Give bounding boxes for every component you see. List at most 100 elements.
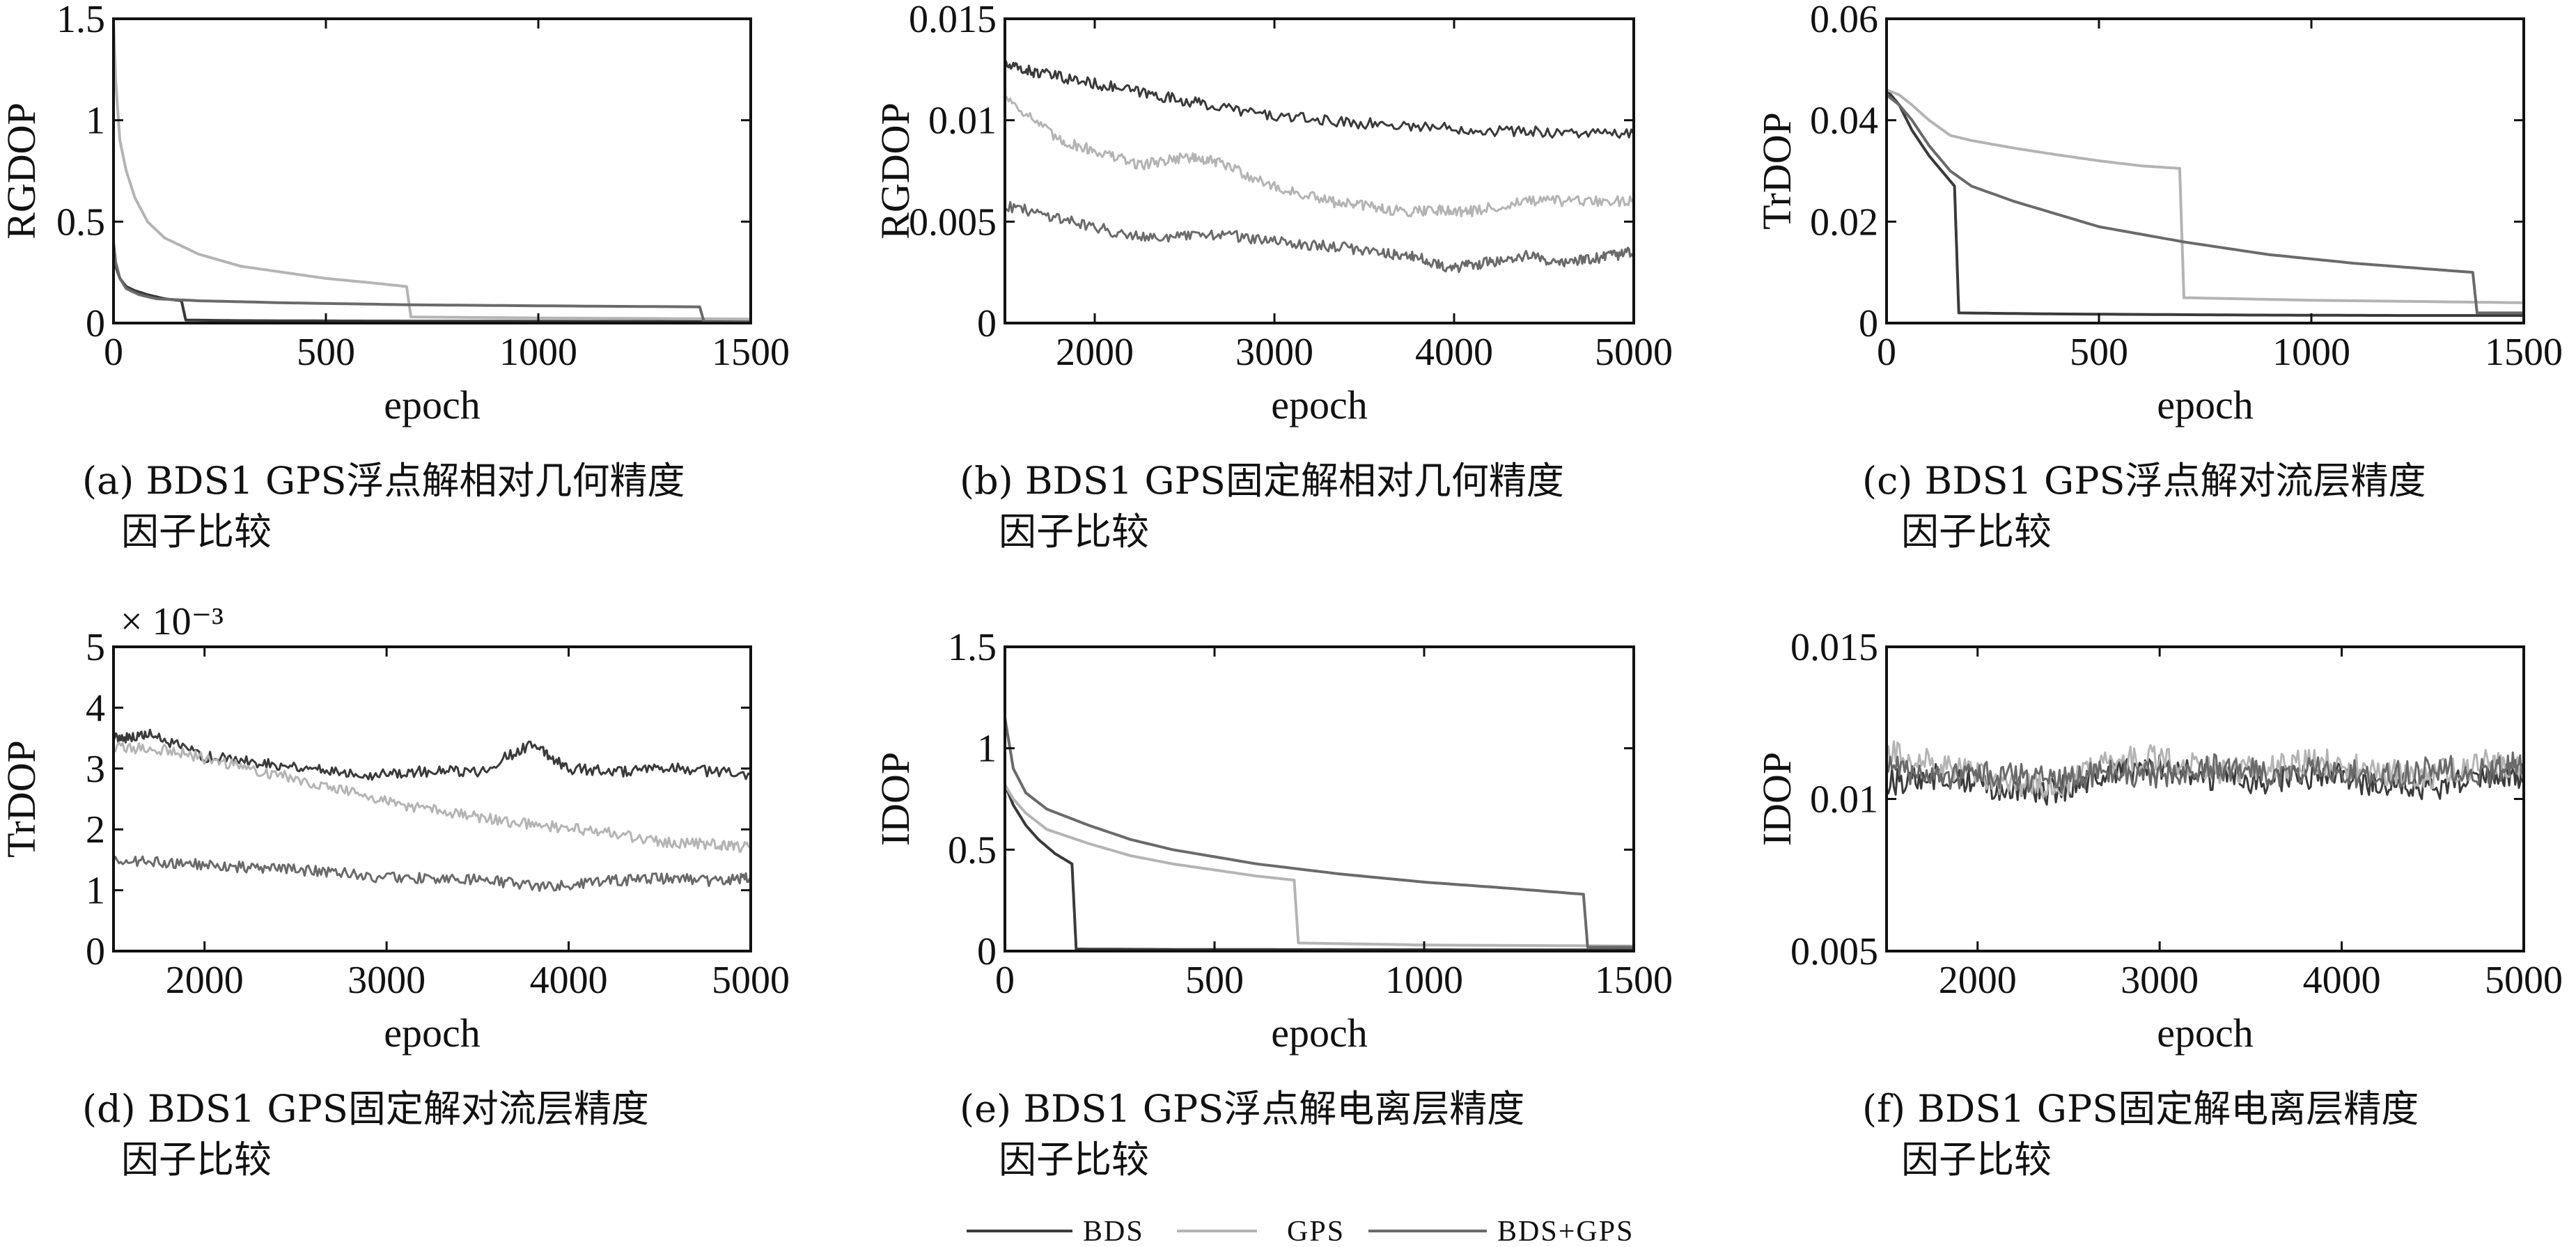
x-axis: 0 500 1000 1500	[995, 647, 1673, 1002]
chart-a: 0 500 1000 1500 0 0.5 1 1.5 epoch RGDOP (a) BDS1 G…	[0, 0, 790, 554]
x-axis-label: epoch	[2157, 1010, 2254, 1056]
plot-frame	[112, 17, 752, 324]
chart-c: 0 500 1000 1500 0 0.02 0.04 0.06 epoch TrDOP (c) B…	[1754, 0, 2563, 554]
series-group	[1004, 60, 1635, 274]
y-tick-label: 1	[86, 100, 105, 143]
y-tick-label: 3	[86, 748, 105, 791]
series-line-bds	[1885, 754, 2525, 806]
y-tick-label: 5	[86, 626, 105, 669]
y-tick-label: 0.04	[1810, 100, 1878, 143]
y-axis-label: IDOP	[1754, 752, 1800, 846]
x-tick-label: 0	[995, 959, 1015, 1002]
x-tick-label: 5000	[2485, 959, 2563, 1002]
series-line-gps	[1886, 88, 2524, 304]
x-tick-label: 4000	[530, 959, 608, 1002]
plot-frame	[1004, 645, 1635, 952]
x-axis-label: epoch	[2157, 382, 2254, 428]
y-tick-label: 0.01	[928, 100, 997, 143]
series-group	[112, 18, 751, 324]
y-tick-label: 0	[86, 930, 105, 973]
y-tick-label: 0.005	[1790, 930, 1878, 973]
x-tick-label: 4000	[1415, 331, 1493, 374]
y-tick-label: 1.5	[56, 0, 105, 41]
y-axis: 0 1 2 3 4 5	[86, 626, 751, 973]
caption-line-2: 因子比较	[999, 1138, 1149, 1182]
chart-e: 0 500 1000 1500 0 0.5 1 1.5 epoch IDOP (e) BDS1 GP…	[873, 626, 1673, 1182]
legend: BDS GPS BDS+GPS	[967, 1216, 1634, 1247]
caption-line-1: (d) BDS1 GPS固定解对流层精度	[82, 1087, 649, 1131]
y-axis: 0 0.02 0.04 0.06	[1810, 0, 2524, 345]
plot-frame	[112, 645, 752, 952]
series-line-bds-plus-gps	[1004, 717, 1634, 949]
x-axis-label: epoch	[384, 382, 481, 428]
plot-frame	[1885, 17, 2525, 324]
legend-label-0: BDS	[1083, 1216, 1144, 1247]
series-group	[1004, 717, 1634, 952]
x-tick-label: 5000	[1595, 331, 1673, 374]
caption-line-1: (a) BDS1 GPS浮点解相对几何精度	[82, 459, 685, 503]
y-tick-label: 0.01	[1810, 778, 1878, 822]
y-axis: 0 0.005 0.01 0.015	[909, 0, 1634, 345]
y-tick-label: 0.06	[1810, 0, 1878, 41]
x-tick-label: 1500	[2485, 331, 2563, 374]
x-axis-label: epoch	[384, 1010, 481, 1056]
x-tick-label: 5000	[712, 959, 790, 1002]
series-line-bds	[1004, 60, 1635, 139]
series-group	[112, 728, 751, 892]
y-axis-label: RGDOP	[873, 102, 918, 240]
y-tick-label: 2	[86, 808, 105, 852]
y-tick-label: 0.015	[909, 0, 997, 41]
series-line-gps	[1004, 784, 1634, 948]
series-group	[1885, 88, 2524, 317]
x-tick-label: 2000	[166, 959, 244, 1002]
y-tick-label: 0.5	[948, 829, 997, 872]
series-line-bds	[1885, 88, 2524, 317]
y-axis: 0.005 0.01 0.015	[1790, 626, 2524, 973]
x-axis-label: epoch	[1271, 382, 1368, 428]
x-tick-label: 1000	[1385, 959, 1463, 1002]
y-tick-label: 0.02	[1810, 201, 1878, 244]
x-tick-label: 1000	[2272, 331, 2350, 374]
x-tick-label: 2000	[1939, 959, 2017, 1002]
series-line-bds	[1004, 784, 1634, 952]
series-line-gps	[112, 741, 751, 854]
caption-line-2: 因子比较	[1901, 1138, 2052, 1182]
y-tick-label: 0.005	[909, 201, 997, 244]
chart-f: 2000 3000 4000 5000 0.005 0.01 0.015 epoch IDOP (…	[1754, 626, 2563, 1182]
caption-line-1: (f) BDS1 GPS固定解电离层精度	[1862, 1087, 2419, 1131]
x-tick-label: 500	[1185, 959, 1244, 1002]
x-axis: 2000 3000 4000 5000	[1939, 647, 2563, 1002]
series-line-bds	[112, 251, 751, 323]
caption-line-1: (c) BDS1 GPS浮点解对流层精度	[1862, 459, 2426, 503]
series-line-bds-plus-gps	[112, 242, 751, 324]
x-tick-label: 4000	[2303, 959, 2381, 1002]
caption-line-1: (b) BDS1 GPS固定解相对几何精度	[960, 459, 1564, 503]
caption-line-2: 因子比较	[999, 510, 1149, 554]
x-tick-label: 1000	[499, 331, 577, 374]
series-line-gps	[1004, 96, 1634, 218]
series-line-bds	[112, 728, 751, 781]
y-tick-label: 1.5	[948, 626, 997, 669]
x-tick-label: 0	[1877, 331, 1896, 374]
caption-line-2: 因子比较	[121, 510, 272, 554]
series-line-bds-plus-gps	[1886, 751, 2525, 793]
x-tick-label: 0	[104, 331, 123, 374]
caption-line-2: 因子比较	[121, 1138, 272, 1182]
y-axis-label: TrDOP	[0, 740, 44, 858]
series-line-bds-plus-gps	[1885, 93, 2524, 315]
y-axis-label: TrDOP	[1754, 112, 1800, 230]
x-axis: 0 500 1000 1500	[104, 19, 790, 374]
caption-line-1: (e) BDS1 GPS浮点解电离层精度	[960, 1087, 1524, 1131]
y-axis: 0 0.5 1 1.5	[56, 0, 751, 345]
series-group	[1885, 740, 2525, 806]
chart-b: 2000 3000 4000 5000 0 0.005 0.01 0.015 epoch RGDO…	[873, 0, 1673, 554]
legend-label-2: BDS+GPS	[1497, 1216, 1634, 1247]
series-line-gps	[112, 18, 751, 321]
y-tick-label: 0	[86, 302, 105, 345]
series-line-bds-plus-gps	[112, 855, 751, 892]
series-line-bds-plus-gps	[1004, 201, 1635, 274]
y-tick-label: 0.015	[1790, 626, 1878, 669]
y-tick-label: 1	[86, 870, 105, 913]
x-tick-label: 500	[297, 331, 355, 374]
y-axis-label: IDOP	[873, 752, 918, 846]
